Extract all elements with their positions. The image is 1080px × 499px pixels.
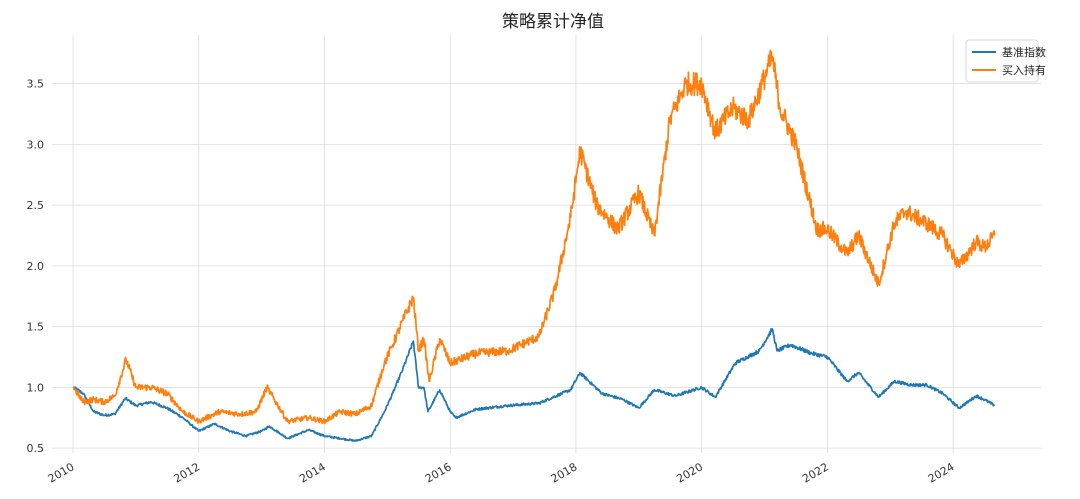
y-tick-label: 3.5 (27, 78, 45, 91)
chart-title: 策略累计净值 (502, 12, 604, 32)
series-lines (72, 49, 996, 442)
x-tick-label: 2018 (549, 460, 580, 485)
grid (52, 35, 1042, 453)
x-tick-label: 2020 (674, 460, 705, 485)
series-line-1 (72, 49, 996, 425)
y-tick-label: 2.5 (27, 199, 45, 212)
x-tick-label: 2016 (423, 460, 454, 485)
legend-label: 基准指数 (1002, 45, 1046, 59)
y-tick-label: 1.0 (27, 381, 45, 394)
x-tick-label: 2014 (297, 460, 328, 485)
y-tick-label: 0.5 (27, 442, 45, 455)
y-tick-label: 3.0 (27, 138, 45, 151)
x-tick-label: 2024 (926, 460, 957, 485)
legend-box (965, 39, 1039, 83)
x-tick-label: 2022 (800, 460, 831, 485)
legend-label: 买入持有 (1002, 63, 1046, 77)
axes: 0.5 1.0 1.5 2.0 2.5 3.0 3.5 2010 2012 2014 2016 201… (27, 78, 957, 486)
x-tick-label: 2010 (46, 460, 77, 485)
x-tick-label: 2012 (171, 460, 202, 485)
series-line-0 (73, 327, 996, 442)
y-tick-label: 2.0 (27, 260, 45, 273)
y-tick-label: 1.5 (27, 321, 45, 334)
